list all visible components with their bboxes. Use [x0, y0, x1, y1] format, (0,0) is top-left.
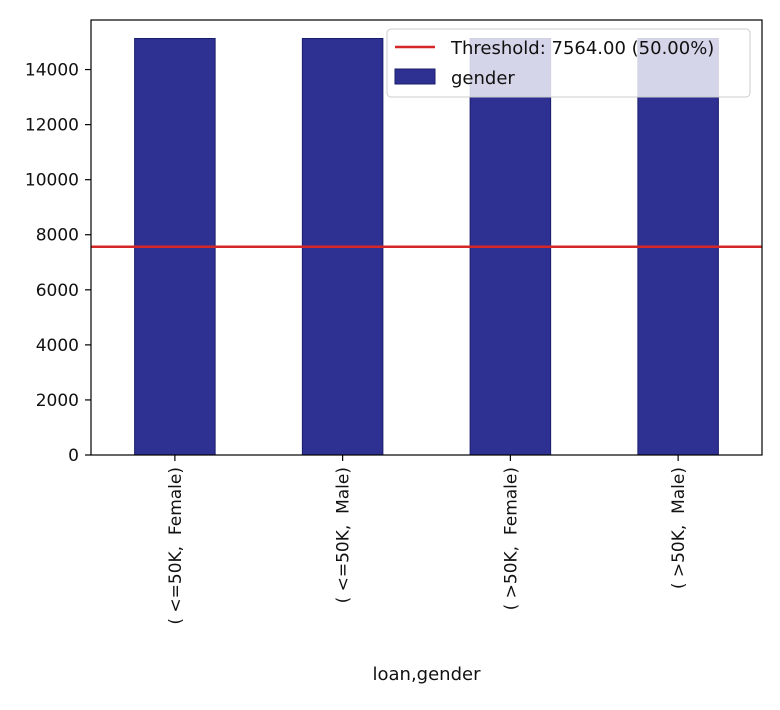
y-tick-label: 2000	[36, 391, 79, 411]
legend-threshold-label: Threshold: 7564.00 (50.00%)	[450, 38, 714, 59]
y-tick-label: 10000	[25, 171, 79, 191]
y-tick-label: 14000	[25, 61, 79, 81]
x-axis-title: loan,gender	[373, 664, 482, 685]
x-tick-label: ( <=50K, Female)	[166, 467, 186, 625]
plot-frame	[90, 19, 763, 456]
y-tick-label: 8000	[36, 226, 79, 246]
legend-box	[386, 28, 751, 98]
y-tick-label: 12000	[25, 116, 79, 136]
x-tick-label: ( >50K, Female)	[501, 467, 521, 610]
x-tick-label: ( >50K, Male)	[669, 467, 689, 589]
plot-area: 0 2000 4000 6000 8000 10000 12000 14000 ( <=50K,…	[25, 19, 763, 625]
legend-series-label: gender	[451, 68, 515, 89]
y-tick-label: 4000	[36, 336, 79, 356]
legend-series-swatch	[394, 68, 436, 85]
x-tick-label: ( <=50K, Male)	[334, 467, 354, 603]
legend: Threshold: 7564.00 (50.00%) gender	[386, 28, 751, 98]
y-tick-label: 0	[68, 446, 79, 466]
y-tick-label: 6000	[36, 281, 79, 301]
